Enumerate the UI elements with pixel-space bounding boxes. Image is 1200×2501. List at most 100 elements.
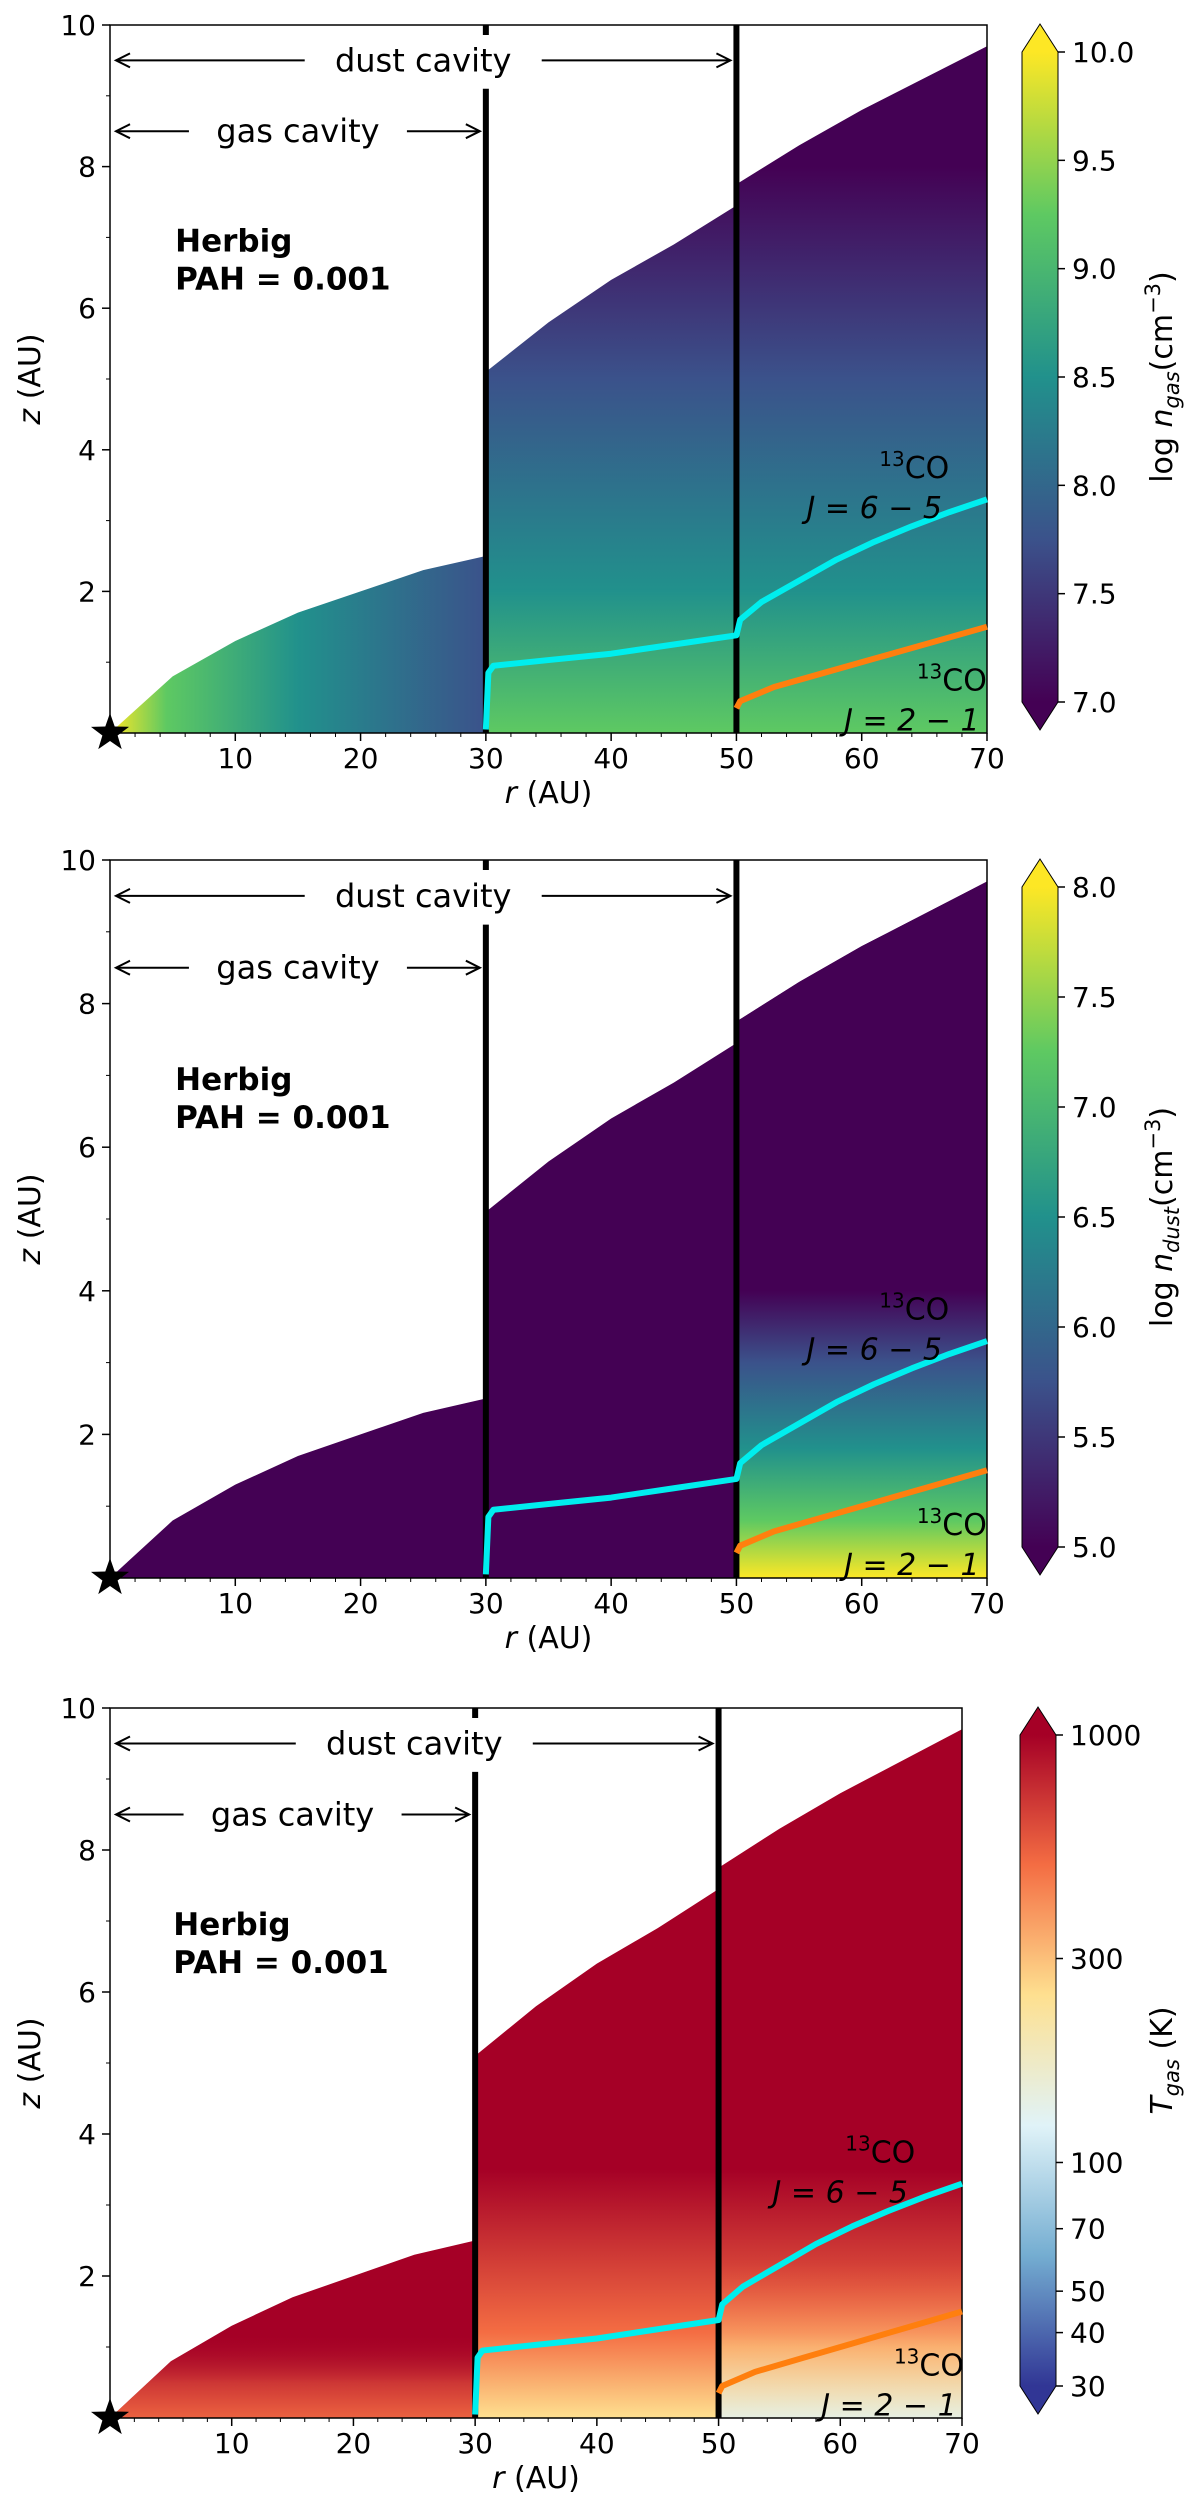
x-tick-label: 10 (217, 1587, 253, 1620)
x-tick-label: 60 (844, 1587, 880, 1620)
colorbar (1022, 887, 1058, 1547)
x-axis-variable: r (492, 2461, 506, 2496)
dust-cavity-label: dust cavity (335, 877, 512, 915)
dust-cavity-arrowhead-right (715, 52, 733, 69)
line-label-species-2: 13CO (894, 2344, 964, 2383)
isotope-superscript: 13 (917, 1504, 942, 1528)
colorbar-label-symbol: n (1145, 408, 1180, 427)
y-tick-label: 2 (78, 575, 96, 608)
dust-cavity-label: dust cavity (326, 1725, 503, 1763)
x-tick-label: 20 (343, 742, 379, 775)
colorbar-label-prefix: log (1145, 1272, 1180, 1327)
colorbar-tick-label: 10.0 (1072, 36, 1134, 69)
species-name: CO (905, 451, 950, 486)
dust-cavity-arrowhead-left (113, 1735, 131, 1752)
x-tick-label: 70 (969, 1587, 1005, 1620)
species-name: CO (871, 2135, 916, 2170)
colorbar-label-symbol: n (1145, 1253, 1180, 1272)
y-tick-label: 2 (78, 2260, 96, 2293)
colorbar-label-symbol: T (1145, 2094, 1180, 2115)
y-axis-unit: (AU) (13, 2017, 48, 2092)
colorbar-label-superscript: −3 (1141, 1119, 1165, 1150)
species-name: CO (919, 2348, 964, 2383)
colorbar-tick-label: 9.0 (1072, 253, 1117, 286)
line-label-transition-2: J = 2 − 1 (839, 704, 979, 739)
colorbar-tick-label: 7.0 (1072, 1091, 1117, 1124)
y-tick-label: 6 (78, 1131, 96, 1164)
x-tick-label: 50 (701, 2427, 737, 2460)
species-name: CO (942, 664, 987, 699)
x-tick-label: 60 (844, 742, 880, 775)
y-tick-label: 4 (78, 1275, 96, 1308)
colorbar-label-subscript: dust (1160, 1206, 1184, 1253)
y-tick-label: 10 (60, 844, 96, 877)
colorbar-tick-label: 40 (1070, 2317, 1106, 2350)
colorbar (1020, 1735, 1056, 2386)
x-axis-unit: (AU) (504, 2461, 579, 2496)
x-axis-unit: (AU) (517, 776, 592, 811)
panel-label-line-1: Herbig (175, 1062, 292, 1098)
x-tick-label: 60 (822, 2427, 858, 2460)
y-tick-label: 4 (78, 434, 96, 467)
colorbar-tick-label: 300 (1070, 1943, 1123, 1976)
colorbar-tick-label: 1000 (1070, 1719, 1141, 1752)
colorbar-tick-label: 6.0 (1072, 1311, 1117, 1344)
dust-cavity-arrowhead-right (698, 1735, 715, 1752)
y-tick-label: 10 (60, 1692, 96, 1725)
line-13co-6-5 (482, 496, 988, 730)
gas-cavity-arrowhead-left (113, 123, 131, 140)
colorbar-label: log ngas(cm−3) (1141, 271, 1184, 483)
y-axis-label: z (AU) (13, 333, 48, 425)
colorbar-tick-label: 5.0 (1072, 1531, 1117, 1564)
x-tick-label: 30 (468, 1587, 504, 1620)
colorbar-label-subscript: gas (1160, 371, 1184, 408)
colorbar-tick-label: 100 (1070, 2146, 1123, 2179)
line-label-species-2: 13CO (917, 660, 987, 699)
y-tick-label: 4 (78, 2118, 96, 2151)
colorbar-tick-label: 7.0 (1072, 686, 1117, 719)
colorbar-extend-max (1020, 1707, 1056, 1735)
line-label-transition-1: J = 6 − 5 (802, 1333, 942, 1368)
panel-label-line-1: Herbig (173, 1907, 290, 1943)
isotope-superscript: 13 (879, 447, 904, 471)
x-tick-label: 40 (593, 1587, 629, 1620)
panel-label-line-2: PAH = 0.001 (175, 262, 390, 298)
star-icon (90, 1558, 130, 1595)
colorbar-extend-min (1020, 2386, 1056, 2414)
cold-midplane (718, 1729, 962, 2418)
x-tick-label: 50 (719, 1587, 755, 1620)
gas-cavity-arrowhead-right (454, 1806, 472, 1823)
colorbar-label: log ndust(cm−3) (1141, 1107, 1184, 1327)
colorbar-extend-min (1022, 702, 1058, 730)
colorbar-label-end: ) (1145, 1107, 1180, 1119)
x-tick-label: 70 (944, 2427, 980, 2460)
colorbar-extend-min (1022, 1547, 1058, 1575)
line-label-species-1: 13CO (879, 447, 949, 486)
isotope-superscript: 13 (894, 2344, 919, 2368)
line-13co-2-1 (733, 1467, 988, 1555)
line-label-species-1: 13CO (845, 2131, 915, 2170)
line-13co-2-1 (733, 623, 988, 710)
x-axis-label: r (AU) (492, 2461, 580, 2496)
x-tick-label: 50 (719, 742, 755, 775)
dust-cavity-arrowhead-left (113, 52, 131, 69)
dust-cavity-arrowhead-right (715, 888, 733, 904)
x-tick-label: 40 (593, 742, 629, 775)
colorbar-label-unit: (K) (1145, 2006, 1180, 2059)
gas-cavity-arrowhead-left (113, 959, 131, 976)
gas-cavity-arrowhead-left (113, 1806, 131, 1823)
colorbar-tick-label: 30 (1070, 2370, 1106, 2403)
line-label-transition-2: J = 2 − 1 (839, 1548, 979, 1583)
gas-cavity-label: gas cavity (216, 949, 379, 987)
y-tick-label: 6 (78, 1976, 96, 2009)
x-axis-label: r (AU) (505, 776, 593, 811)
x-tick-label: 20 (343, 1587, 379, 1620)
colorbar-extend-max (1022, 859, 1058, 887)
colorbar-label-subscript: gas (1160, 2059, 1184, 2096)
x-tick-label: 30 (468, 742, 504, 775)
outer-dust-density (736, 881, 987, 1578)
colorbar-tick-label: 9.5 (1072, 144, 1117, 177)
